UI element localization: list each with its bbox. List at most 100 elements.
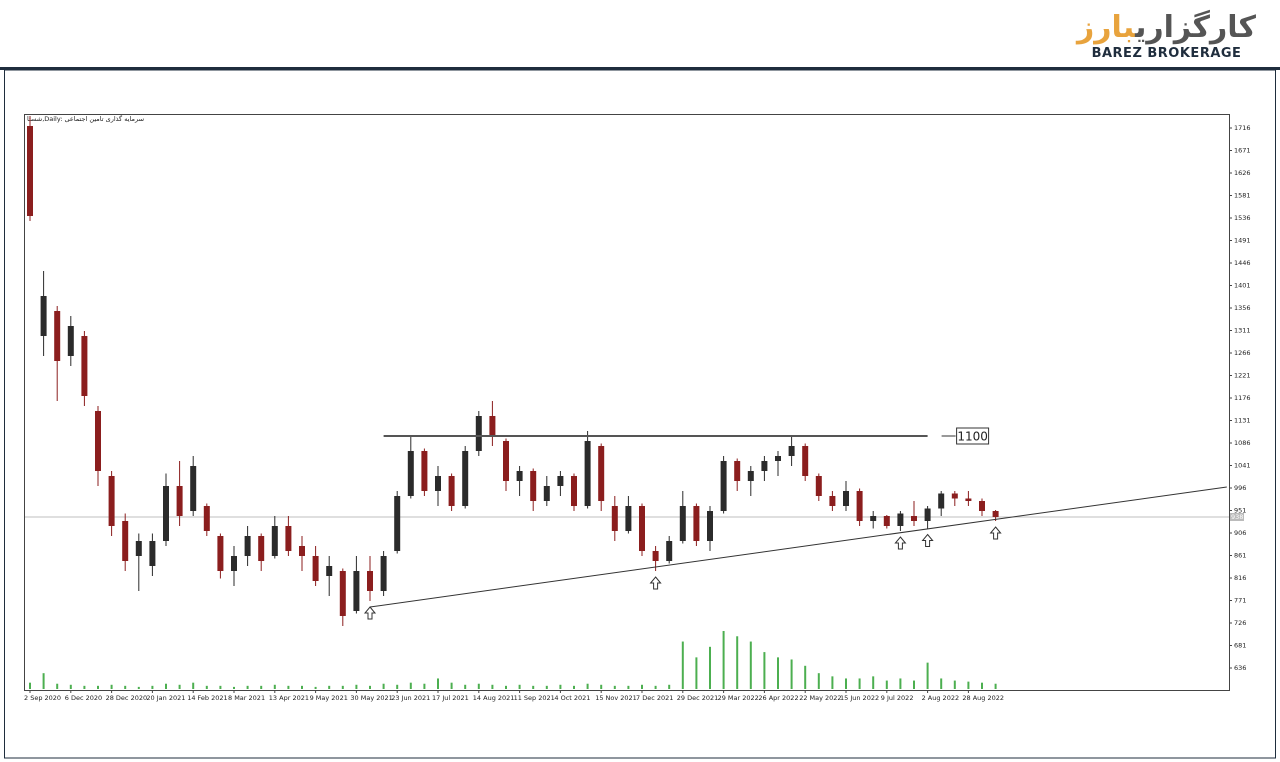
candle-body <box>475 416 482 451</box>
volume-bar <box>885 680 888 689</box>
candle-body <box>40 296 47 336</box>
volume-bar <box>953 680 956 689</box>
candle-body <box>285 526 292 551</box>
header: کارگزاریبارز BAREZ BROKERAGE <box>0 0 1280 68</box>
x-tick-label: 14 Feb 2021 <box>187 694 227 702</box>
y-tick-label: 1581 <box>1234 192 1251 200</box>
x-tick-label: 4 Oct 2021 <box>554 694 590 702</box>
volume-bar <box>681 641 684 689</box>
volume-bar <box>709 646 711 689</box>
candle-body <box>299 546 305 556</box>
y-tick-label: 1671 <box>1234 147 1251 155</box>
volume-bar <box>763 652 766 689</box>
y-tick-label: 636 <box>1234 664 1246 672</box>
volume-bar <box>110 684 113 689</box>
volume-bar <box>246 685 249 689</box>
x-tick-label: 20 Jan 2021 <box>146 694 185 702</box>
volume-bar <box>287 685 290 689</box>
x-tick-label: 28 Dec 2020 <box>106 694 148 702</box>
x-tick-label: 2 Sep 2020 <box>24 694 61 702</box>
candle-body <box>924 508 931 521</box>
candle-body <box>543 486 550 501</box>
candle-body <box>911 516 917 521</box>
volume-bar <box>627 685 630 689</box>
x-tick-label: 2 Aug 2022 <box>922 694 960 702</box>
candle-body <box>135 541 142 556</box>
volume-bar <box>396 684 399 689</box>
x-tick-label: 23 Jun 2021 <box>391 694 430 702</box>
logo-subtitle: BAREZ BROKERAGE <box>1091 46 1242 61</box>
volume-bar <box>382 683 385 689</box>
x-tick-label: 11 Sep 2021 <box>514 694 555 702</box>
volume-bar <box>137 686 140 689</box>
candle-body <box>734 461 741 481</box>
volume-bar <box>817 673 820 689</box>
candle-body <box>815 476 822 496</box>
volume-bar <box>545 685 548 689</box>
candle-body <box>503 441 509 481</box>
candle-body <box>747 471 754 481</box>
volume-bar <box>559 684 562 689</box>
candle-body <box>951 493 958 499</box>
x-tick-label: 8 Mar 2021 <box>228 694 265 702</box>
volume-bar <box>940 678 943 689</box>
candle-body <box>217 536 224 571</box>
x-tick-label: 6 Dec 2020 <box>65 694 102 702</box>
volume-bar <box>69 684 72 689</box>
volume-bar <box>858 678 861 689</box>
y-tick-label: 1356 <box>1234 304 1251 312</box>
candle-body <box>870 516 877 521</box>
x-tick-label: 29 Dec 2021 <box>677 694 719 702</box>
y-tick-label: 861 <box>1234 552 1246 560</box>
candle-body <box>883 516 890 526</box>
candle-body <box>258 536 265 561</box>
volume-bar <box>369 685 371 689</box>
x-tick-label: 14 Aug 2021 <box>473 694 515 702</box>
candle-body <box>639 506 645 551</box>
volume-bar <box>42 673 45 689</box>
candle-body <box>829 496 836 506</box>
candle-body <box>448 476 455 506</box>
x-tick-label: 15 Nov 2021 <box>595 694 637 702</box>
candle-body <box>707 511 713 541</box>
volume-bar <box>477 683 480 689</box>
candle-body <box>231 556 237 571</box>
volume-bar <box>205 685 208 689</box>
up-arrow <box>363 606 377 620</box>
volume-bar <box>586 683 589 689</box>
volume-bar <box>845 678 847 689</box>
candle-body <box>652 551 659 561</box>
candle-body <box>938 493 945 509</box>
volume-bar <box>913 680 915 689</box>
candle-body <box>407 451 414 496</box>
candle-body <box>67 326 74 356</box>
volume-bar <box>613 685 616 689</box>
candle-body <box>856 491 863 521</box>
volume-bar <box>491 684 494 689</box>
x-tick-label: 7 Dec 2021 <box>636 694 673 702</box>
volume-bar <box>790 659 793 689</box>
x-tick-label: 13 Apr 2021 <box>269 694 309 702</box>
y-tick-label: 771 <box>1234 597 1246 605</box>
candle-body <box>81 336 88 396</box>
volume-bar <box>165 683 167 689</box>
candle-body <box>611 506 618 531</box>
y-tick-label: 1041 <box>1234 462 1251 470</box>
volume-bar <box>423 683 426 689</box>
volume-bar <box>437 678 439 689</box>
candle-body <box>571 476 577 506</box>
volume-bar <box>29 682 31 689</box>
candle-body <box>95 411 101 471</box>
y-tick-label: 996 <box>1234 484 1246 492</box>
volume-bar <box>83 685 86 689</box>
volume-bar <box>518 684 521 689</box>
up-arrow <box>921 533 934 547</box>
y-tick-label: 1086 <box>1234 439 1251 447</box>
volume-bar <box>981 682 983 689</box>
candle-body <box>761 461 768 471</box>
candle-body <box>27 126 33 216</box>
candle-body <box>435 476 441 491</box>
volume-bar <box>409 682 412 689</box>
candle-body <box>326 566 333 576</box>
candle-body <box>203 506 210 531</box>
